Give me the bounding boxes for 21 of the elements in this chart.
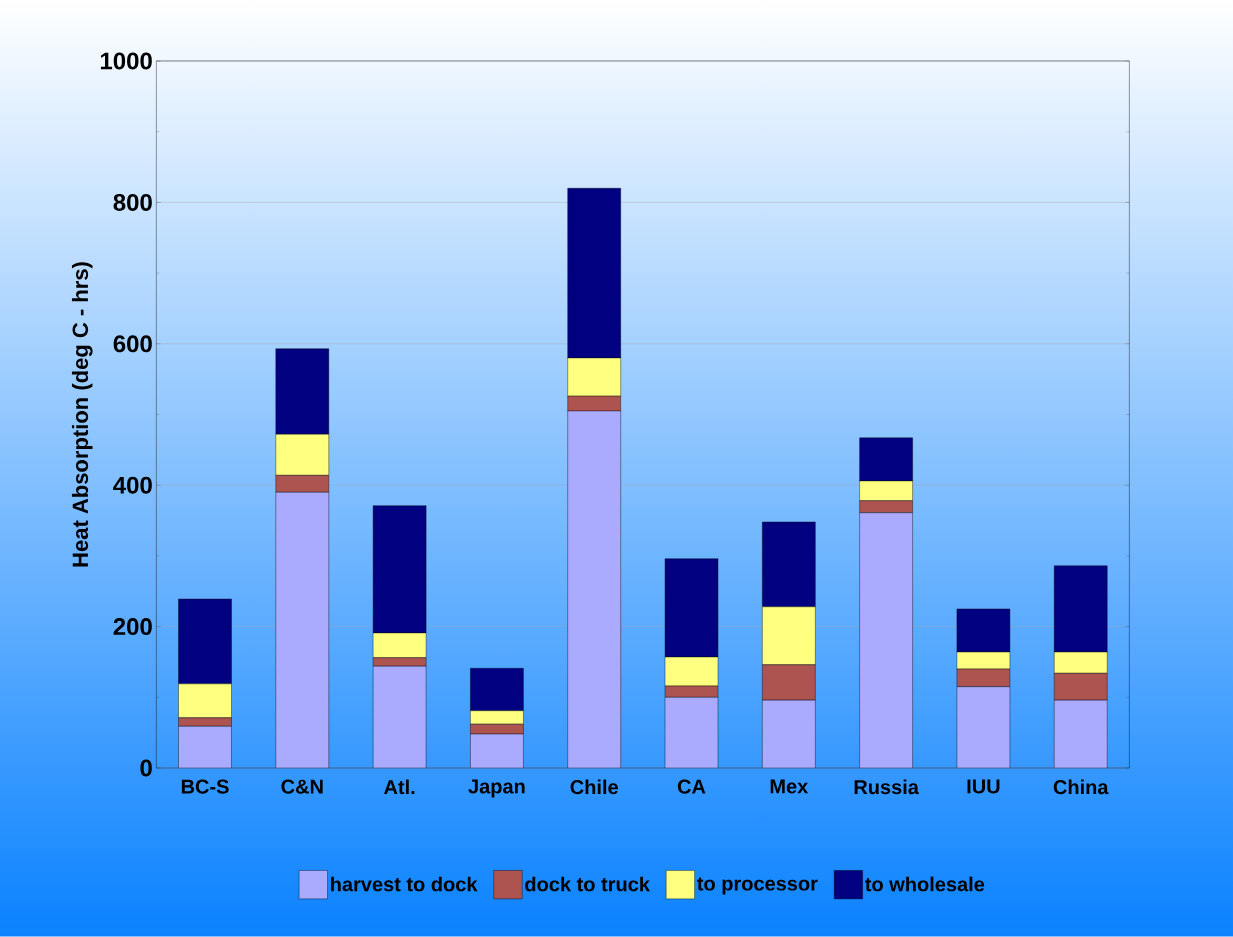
y-tick-label: 1000 (100, 52, 152, 70)
legend-label: dock to truck (525, 876, 650, 892)
legend-label: to processor (697, 877, 818, 895)
x-tick-label: Mex (770, 779, 809, 794)
y-tick-label: 200 (113, 618, 152, 636)
y-tick-label: 0 (140, 759, 152, 777)
x-tick-label: Russia (854, 779, 920, 795)
y-tick-label: 400 (113, 476, 152, 494)
x-tick-label: IUU (967, 779, 1000, 794)
y-axis-title: Heat Absorption (deg C - hrs) (71, 262, 93, 567)
x-tick-label: Chile (570, 779, 618, 795)
legend-label: to wholesale (865, 876, 985, 892)
x-tick-label: C&N (281, 779, 323, 794)
x-tick-label: BC-S (181, 779, 229, 794)
y-tick-label: 600 (113, 335, 152, 353)
legend-label: harvest to dock (331, 876, 478, 892)
x-tick-label: Japan (468, 779, 525, 798)
x-tick-label: China (1053, 779, 1109, 795)
x-tick-label: Atl. (384, 779, 415, 795)
y-tick-label: 800 (113, 193, 152, 211)
x-tick-label: CA (677, 779, 706, 794)
